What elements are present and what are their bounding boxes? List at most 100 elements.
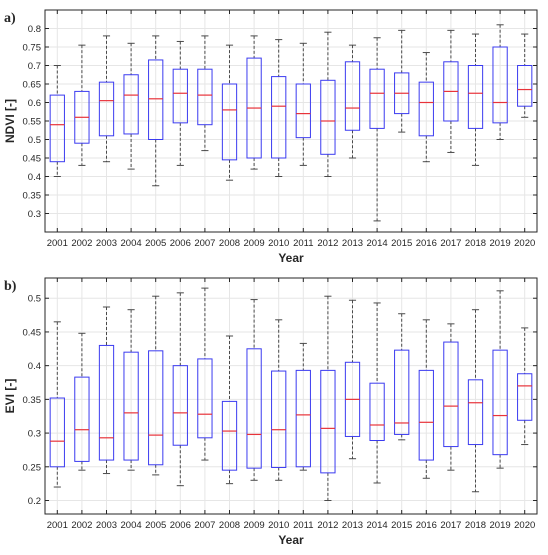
x-tick-label: 2016 (416, 520, 437, 531)
ndvi-panel: 0.3 0.35 0.4 0.45 0.5 0.55 0.6 0.65 0.7 0.75 0.8 20… (3, 9, 538, 265)
box-2002 (74, 332, 90, 471)
box-iqr (197, 358, 213, 439)
box-2016 (418, 52, 434, 163)
y-tick-label: 0.5 (28, 135, 41, 146)
box-2018 (467, 309, 484, 493)
y-tick-label: 0.45 (23, 327, 42, 338)
box-2011 (295, 342, 311, 471)
box-2014 (369, 302, 385, 484)
plot-area (45, 278, 537, 514)
box-iqr (74, 376, 90, 462)
box-2020 (517, 33, 533, 118)
x-axis-title: Year (278, 251, 304, 265)
box-iqr (467, 65, 484, 129)
x-tick-label: 2015 (391, 238, 412, 249)
box-2012 (320, 31, 336, 177)
x-tick-label: 2003 (96, 520, 117, 531)
box-2012 (320, 295, 336, 502)
x-tick-label: 2017 (440, 520, 461, 531)
box-iqr (271, 370, 287, 468)
x-tick-label: 2007 (194, 238, 215, 249)
y-tick-label: 0.5 (28, 294, 41, 305)
x-tick-label: 2005 (145, 238, 166, 249)
box-2014 (369, 37, 385, 222)
y-tick-label: 0.2 (28, 496, 41, 507)
box-2013 (344, 44, 361, 159)
box-iqr (148, 59, 164, 141)
x-axis-title: Year (278, 533, 304, 547)
x-tick-label: 2019 (490, 238, 511, 249)
box-2008 (221, 44, 238, 181)
box-2010 (271, 319, 287, 481)
box-iqr (369, 68, 385, 129)
x-tick-label: 2014 (367, 238, 388, 249)
y-tick-label: 0.8 (28, 24, 41, 35)
box-2013 (344, 299, 361, 460)
box-2006 (172, 40, 188, 166)
x-tick-label: 2006 (170, 520, 191, 531)
box-2017 (443, 323, 459, 471)
box-iqr (246, 348, 262, 469)
y-tick-label: 0.35 (23, 191, 42, 202)
x-tick-label: 2001 (47, 238, 68, 249)
box-iqr (492, 349, 508, 456)
x-tick-label: 2002 (71, 520, 92, 531)
x-tick-label: 2002 (71, 238, 92, 249)
x-tick-label: 2004 (121, 520, 142, 531)
x-tick-label: 2007 (194, 520, 215, 531)
panel-label: a) (4, 11, 16, 26)
x-tick-label: 2018 (465, 238, 486, 249)
y-tick-label: 0.25 (23, 462, 42, 473)
box-iqr (517, 373, 533, 421)
box-2001 (49, 321, 65, 488)
y-tick-label: 0.3 (28, 209, 41, 220)
box-iqr (295, 83, 311, 139)
x-tick-label: 2009 (244, 520, 265, 531)
x-tick-label: 2013 (342, 238, 363, 249)
x-tick-label: 2012 (317, 238, 338, 249)
x-tick-label: 2016 (416, 238, 437, 249)
y-tick-label: 0.7 (28, 61, 41, 72)
box-2008 (221, 335, 238, 485)
box-2007 (197, 287, 213, 461)
box-iqr (197, 68, 213, 126)
box-iqr (123, 351, 139, 461)
box-2004 (123, 42, 139, 170)
x-tick-label: 2014 (367, 520, 388, 531)
box-2001 (49, 65, 65, 177)
box-iqr (49, 94, 65, 163)
box-2005 (148, 35, 164, 187)
box-2006 (172, 292, 188, 487)
box-iqr (271, 76, 287, 159)
box-2010 (271, 39, 287, 177)
y-tick-label: 0.3 (28, 429, 41, 440)
box-iqr (443, 341, 459, 448)
y-tick-label: 0.65 (23, 80, 42, 91)
box-iqr (172, 68, 188, 124)
x-tick-label: 2009 (244, 238, 265, 249)
x-tick-label: 2017 (440, 238, 461, 249)
box-iqr (369, 382, 385, 442)
box-2015 (394, 313, 410, 441)
box-2002 (74, 44, 90, 166)
box-2020 (517, 327, 533, 446)
box-iqr (492, 46, 508, 124)
x-tick-label: 2012 (317, 520, 338, 531)
y-tick-label: 0.55 (23, 117, 42, 128)
box-iqr (221, 400, 238, 471)
x-tick-label: 2005 (145, 520, 166, 531)
box-iqr (98, 81, 115, 137)
box-2003 (98, 306, 115, 475)
y-tick-label: 0.35 (23, 395, 42, 406)
box-iqr (320, 79, 336, 155)
box-iqr (148, 350, 164, 466)
box-2019 (492, 24, 508, 140)
box-2018 (467, 33, 484, 166)
y-tick-label: 0.6 (28, 98, 41, 109)
x-tick-label: 2008 (219, 520, 240, 531)
box-iqr (172, 365, 188, 446)
box-iqr (467, 379, 484, 446)
panel-label: b) (4, 279, 17, 294)
x-tick-label: 2020 (514, 520, 535, 531)
